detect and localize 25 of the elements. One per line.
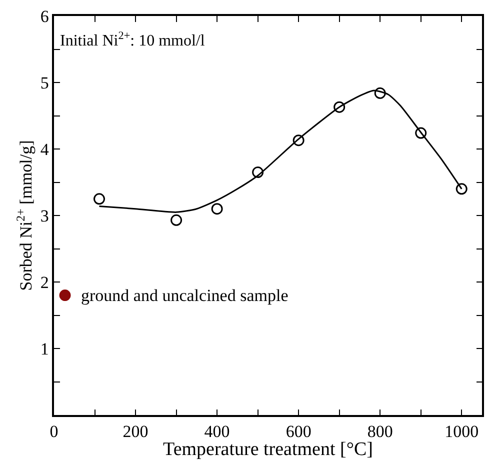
x-tick-label: 200 bbox=[122, 422, 148, 442]
y-tick-label: 3 bbox=[40, 206, 49, 226]
y-tick-label: 4 bbox=[40, 140, 50, 159]
x-tick-label: 800 bbox=[367, 422, 393, 442]
point bbox=[292, 134, 304, 146]
y-tick-label: 6 bbox=[40, 6, 49, 26]
point bbox=[334, 101, 346, 113]
point bbox=[211, 203, 223, 215]
x-tick-label: 400 bbox=[204, 422, 230, 442]
y-tick-label: 2 bbox=[40, 272, 49, 292]
y-tick-label: 5 bbox=[40, 73, 49, 92]
x-tick-label: 0 bbox=[50, 422, 58, 442]
series-label: ground and uncalcined sample bbox=[81, 286, 288, 305]
point bbox=[456, 183, 468, 195]
x-tick-label: 600 bbox=[286, 422, 312, 442]
point bbox=[374, 87, 386, 99]
point bbox=[94, 193, 105, 205]
point bbox=[415, 127, 427, 139]
y-tick-label: 1 bbox=[40, 339, 49, 358]
annotation: Initial Ni$^{2+}$: 10 mmol/l bbox=[60, 30, 206, 50]
point bbox=[252, 166, 264, 178]
point bbox=[59, 290, 71, 302]
x-axis-title: Temperature treatment [°C] bbox=[163, 439, 373, 460]
x-tick-label: 1000 bbox=[444, 422, 479, 442]
point bbox=[170, 214, 182, 226]
